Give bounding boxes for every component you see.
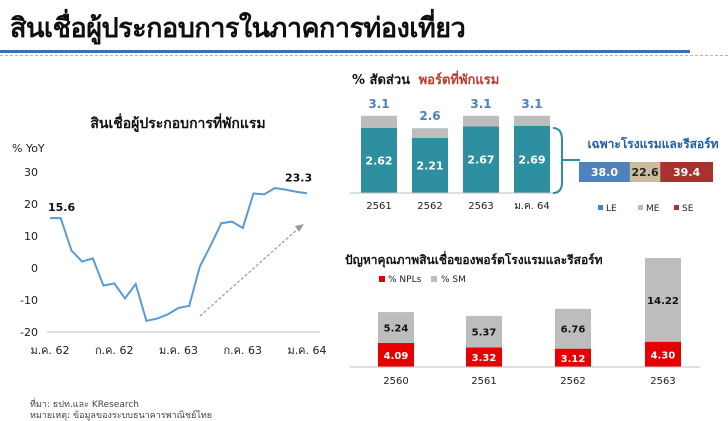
hotel-segment-legend: LE ME SE bbox=[598, 204, 694, 214]
source-note: ที่มา: ธปท.และ KResearch bbox=[30, 400, 140, 410]
aq-legend-swatch-sm bbox=[431, 276, 437, 282]
yoy-line-series bbox=[50, 186, 308, 322]
aq-legend-label-npl: % NPLs bbox=[388, 275, 422, 285]
share-bar-top-segment bbox=[361, 115, 397, 128]
hotel-segment-title: เฉพาะโรงแรมและรีสอร์ท bbox=[587, 136, 718, 151]
trend-arrow-head bbox=[295, 224, 304, 232]
sm-bar-segment bbox=[378, 312, 414, 343]
yoy-y-tick-label: 0 bbox=[31, 262, 38, 275]
sm-value-label: 5.37 bbox=[472, 328, 497, 339]
npl-value-label: 3.32 bbox=[472, 353, 497, 364]
aq-category-label: 2563 bbox=[650, 376, 675, 387]
share-bar-segment bbox=[361, 127, 397, 193]
yoy-y-tick-label: 30 bbox=[24, 166, 38, 179]
hotel-segment-bar: 38.0 22.6 39.4 bbox=[579, 162, 713, 182]
yoy-start-data-label: 15.6 bbox=[48, 201, 75, 214]
share-bar-segment bbox=[412, 137, 448, 193]
share-total-label: 3.1 bbox=[470, 97, 491, 111]
hotel-bracket bbox=[552, 127, 563, 194]
asset-quality-legend: % NPLs % SM bbox=[379, 275, 466, 285]
portfolio-share-chart: % สัดส่วน พอร์ตที่พักแรม 2.62 3.1 2561 2.21… bbox=[350, 70, 558, 212]
share-bar-segment bbox=[463, 126, 499, 193]
segment-bar-part bbox=[579, 162, 630, 182]
segment-bar-label: 22.6 bbox=[631, 166, 658, 179]
share-total-label: 2.6 bbox=[419, 109, 440, 123]
sm-value-label: 14.22 bbox=[647, 296, 679, 307]
yoy-end-data-label: 23.3 bbox=[285, 171, 312, 184]
segment-legend-swatch bbox=[638, 205, 643, 210]
share-bar-top-segment bbox=[463, 115, 499, 127]
share-bar-top-segment bbox=[412, 128, 448, 138]
sm-bar-segment bbox=[555, 308, 591, 349]
npl-value-label: 4.09 bbox=[384, 351, 409, 362]
yoy-y-tick-label: 10 bbox=[24, 230, 38, 243]
share-category-label: 2563 bbox=[468, 201, 493, 212]
sm-bar-segment bbox=[645, 258, 681, 342]
yoy-y-tick-label: -20 bbox=[20, 326, 38, 339]
sm-value-label: 5.24 bbox=[384, 324, 409, 335]
segment-bar-label: 38.0 bbox=[591, 166, 618, 179]
yoy-x-tick-label: ม.ค. 64 bbox=[287, 344, 326, 357]
npl-bar-segment bbox=[378, 342, 414, 367]
yoy-line-chart: สินเชื่อผู้ประกอบการที่พักแรม % YoY 30 20… bbox=[12, 113, 327, 357]
segment-bar-part bbox=[629, 162, 661, 182]
share-total-label: 3.1 bbox=[521, 97, 542, 111]
aq-category-label: 2561 bbox=[471, 376, 496, 387]
asset-quality-title: ปัญหาคุณภาพสินเชื่อของพอร์ตโรงแรมและรีสอ… bbox=[345, 251, 603, 268]
yoy-x-tick-label: ก.ค. 63 bbox=[223, 344, 262, 357]
share-bar-segment bbox=[514, 126, 550, 193]
share-category-label: 2561 bbox=[366, 201, 391, 212]
portfolio-title-highlight: พอร์ตที่พักแรม bbox=[419, 70, 500, 88]
sm-value-label: 6.76 bbox=[561, 325, 586, 336]
share-bar-top-segment bbox=[514, 115, 550, 126]
yoy-y-ticks: 30 20 10 0 -10 -20 bbox=[20, 166, 38, 339]
segment-bar-label: 39.4 bbox=[673, 166, 700, 179]
share-segment-label: 2.21 bbox=[416, 159, 443, 172]
segment-legend-label: ME bbox=[646, 204, 660, 214]
yoy-y-tick-label: 20 bbox=[24, 198, 38, 211]
share-segment-label: 2.62 bbox=[365, 154, 392, 167]
yoy-y-tick-label: -10 bbox=[20, 294, 38, 307]
npl-value-label: 3.12 bbox=[561, 354, 586, 365]
yoy-series-line bbox=[50, 186, 308, 322]
yoy-chart-title: สินเชื่อผู้ประกอบการที่พักแรม bbox=[90, 113, 266, 132]
share-category-label: ม.ค. 64 bbox=[514, 201, 550, 212]
share-category-label: 2562 bbox=[417, 201, 442, 212]
yoy-x-tick-label: ม.ค. 63 bbox=[159, 344, 198, 357]
footnote: หมายเหตุ: ข้อมูลของระบบธนาคารพาณิชย์ไทย bbox=[30, 411, 213, 421]
portfolio-share-bars: 2.62 3.1 2561 2.21 2.6 2562 2.67 3.1 2563 2.69 3.1… bbox=[361, 97, 550, 212]
segment-legend-swatch bbox=[674, 205, 679, 210]
title-divider bbox=[0, 50, 728, 56]
share-segment-label: 2.69 bbox=[518, 154, 545, 167]
sm-bar-segment bbox=[466, 315, 502, 348]
npl-value-label: 4.30 bbox=[651, 350, 676, 361]
aq-category-label: 2562 bbox=[560, 376, 585, 387]
share-segment-label: 2.67 bbox=[467, 154, 494, 167]
portfolio-share-title: % สัดส่วน พอร์ตที่พักแรม bbox=[352, 70, 499, 88]
share-total-label: 3.1 bbox=[368, 97, 389, 111]
trend-arrow bbox=[199, 226, 301, 317]
segment-legend-label: LE bbox=[606, 204, 617, 214]
yoy-y-axis-label: % YoY bbox=[12, 142, 45, 155]
portfolio-title-prefix: % สัดส่วน bbox=[352, 73, 410, 88]
asset-quality-chart: ปัญหาคุณภาพสินเชื่อของพอร์ตโรงแรมและรีสอ… bbox=[345, 251, 700, 387]
aq-legend-swatch-npl bbox=[379, 276, 385, 282]
npl-bar-segment bbox=[555, 348, 591, 367]
yoy-x-tick-label: ก.ค. 62 bbox=[95, 344, 134, 357]
npl-bar-segment bbox=[466, 347, 502, 367]
segment-legend-swatch bbox=[598, 205, 603, 210]
hotel-segment-chart: เฉพาะโรงแรมและรีสอร์ท 38.0 22.6 39.4 LE ME S… bbox=[579, 136, 719, 214]
yoy-x-ticks: ม.ค. 62 ก.ค. 62 ม.ค. 63 ก.ค. 63 ม.ค. 64 bbox=[30, 344, 326, 357]
segment-legend-label: SE bbox=[682, 204, 694, 214]
npl-bar-segment bbox=[645, 341, 681, 367]
segment-bar-part bbox=[660, 162, 713, 182]
asset-quality-bars: 4.09 5.24 2560 3.32 5.37 2561 3.12 6.76 2562 4.30… bbox=[378, 258, 681, 387]
aq-legend-label-sm: % SM bbox=[441, 275, 466, 285]
page-title: สินเชื่อผู้ประกอบการในภาคการท่องเที่ยว bbox=[10, 13, 466, 44]
yoy-x-tick-label: ม.ค. 62 bbox=[30, 344, 69, 357]
aq-category-label: 2560 bbox=[383, 376, 408, 387]
